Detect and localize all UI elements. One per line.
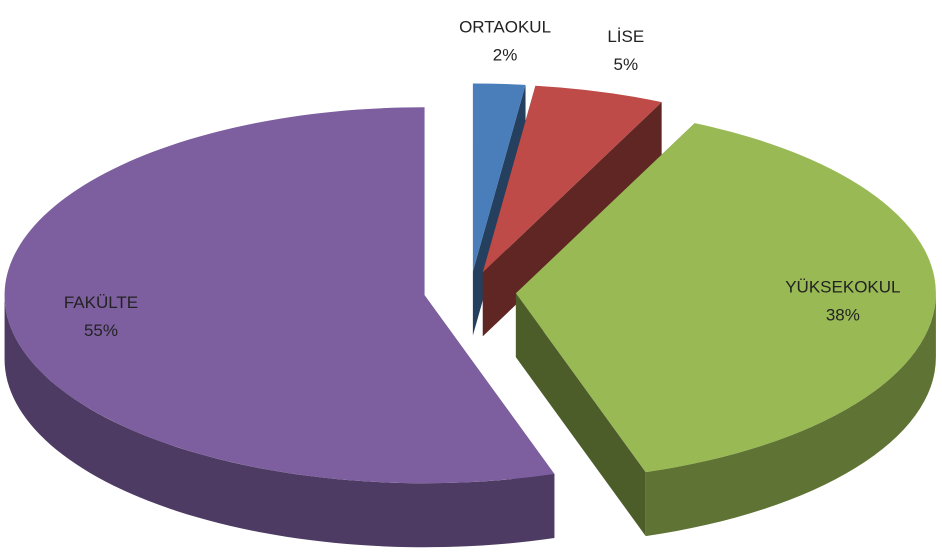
- value-label: 5%: [613, 55, 638, 74]
- slice-cut-side: [482, 102, 662, 337]
- slice: [472, 83, 526, 272]
- value-label: 55%: [84, 321, 118, 340]
- slice-outer-side: [645, 293, 936, 537]
- category-label: ORTAOKUL: [459, 18, 551, 37]
- category-label: YÜKSEKOKUL: [785, 278, 900, 297]
- category-label: FAKÜLTE: [64, 293, 138, 312]
- slice: [515, 123, 936, 473]
- value-label: 2%: [493, 46, 518, 65]
- slice: [4, 107, 555, 484]
- slice-outer-side: [4, 295, 555, 548]
- value-label: 38%: [826, 306, 860, 325]
- slice: [482, 85, 662, 273]
- category-label: LİSE: [607, 27, 644, 46]
- slice-cut-side: [515, 293, 646, 537]
